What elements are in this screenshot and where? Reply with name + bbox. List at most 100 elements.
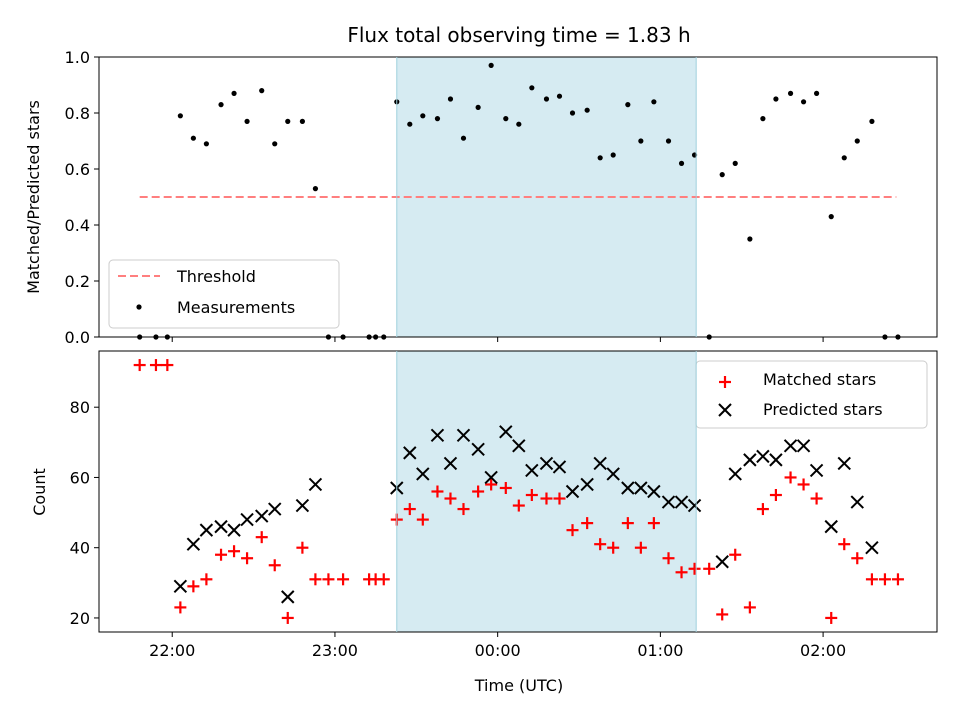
matched-stars-point — [485, 478, 498, 491]
measurements-point — [773, 96, 779, 102]
measurements-point — [625, 102, 631, 108]
measurements-point — [841, 155, 847, 161]
measurements-point — [787, 90, 794, 96]
matched-stars-point — [281, 611, 294, 624]
matched-legend-label: Matched stars — [763, 370, 876, 389]
x-tick-label: 01:00 — [637, 641, 683, 660]
counts-y-axis-label: Count — [30, 468, 49, 516]
counts-y-ticks: 20 40 60 80 — [70, 398, 99, 628]
x-tick-label: 22:00 — [149, 641, 195, 660]
matched-stars-point — [838, 538, 851, 551]
matched-stars-point — [553, 492, 566, 505]
predicted-stars-point — [456, 428, 471, 443]
measurements-legend-swatch — [136, 304, 142, 310]
measurements-point — [610, 152, 616, 158]
predicted-stars-point — [281, 590, 295, 604]
matched-stars-point — [472, 485, 485, 498]
predicted-stars-point — [499, 425, 513, 439]
measurements-point — [651, 99, 657, 105]
matched-stars-point — [133, 359, 146, 372]
matched-stars-point — [878, 573, 891, 586]
measurements-point — [597, 155, 603, 161]
matched-stars-point — [865, 573, 878, 586]
predicted-legend-label: Predicted stars — [763, 400, 883, 419]
threshold-legend-label: Threshold — [176, 267, 256, 286]
counts-legend: Matched stars Predicted stars — [695, 360, 928, 429]
measurements-point — [299, 118, 305, 124]
predicted-stars-point — [173, 579, 188, 594]
matched-stars-point — [769, 489, 782, 502]
predicted-stars-point — [268, 502, 282, 516]
predicted-stars-point — [186, 537, 201, 551]
measurements-point — [813, 90, 820, 96]
predicted-stars-point — [512, 439, 526, 453]
predicted-stars-point — [471, 442, 485, 457]
predicted-stars-point — [403, 446, 417, 460]
matched-stars-point — [594, 538, 607, 551]
matched-stars-point — [241, 552, 254, 565]
ratio-y-tick-label: 0.4 — [65, 216, 90, 235]
predicted-stars-point — [783, 439, 798, 453]
measurements-point — [203, 141, 209, 147]
ratio-y-axis-label: Matched/Predicted stars — [24, 100, 43, 294]
predicted-stars-point — [743, 453, 757, 467]
predicted-stars-point — [769, 453, 783, 467]
matched-stars-point — [647, 517, 660, 530]
measurements-point — [543, 96, 550, 102]
predicted-legend-swatch — [718, 403, 732, 417]
predicted-stars-point — [214, 519, 228, 534]
measurements-point — [218, 102, 224, 108]
measurements-point — [312, 186, 319, 192]
counts-panel: 20 40 60 80 22:00 23:00 00:00 01:00 02:00 Count… — [30, 350, 938, 695]
measurements-point — [420, 113, 426, 119]
predicted-stars-point — [824, 519, 838, 534]
predicted-stars-point — [796, 439, 811, 453]
matched-stars-point — [566, 524, 579, 537]
matched-stars-point — [309, 573, 322, 586]
measurements-point — [503, 116, 509, 122]
counts-x-ticks: 22:00 23:00 00:00 01:00 02:00 — [149, 632, 846, 660]
measurements-point — [869, 118, 875, 124]
measurements-point — [854, 138, 860, 144]
measurements-point — [407, 121, 413, 127]
predicted-stars-point — [484, 470, 498, 485]
predicted-stars-point — [606, 467, 620, 481]
matched-stars-point — [703, 562, 716, 575]
x-tick-label: 23:00 — [312, 641, 358, 660]
predicted-stars-point — [255, 509, 269, 523]
matched-stars-point — [512, 499, 525, 512]
measurements-point — [231, 90, 237, 96]
measurements-legend-label: Measurements — [177, 298, 295, 317]
counts-plot-frame — [98, 350, 938, 633]
matched-stars-point — [581, 517, 594, 530]
matched-stars-point — [215, 548, 228, 561]
matched-stars-point — [784, 471, 797, 484]
matched-stars-point — [296, 541, 309, 554]
measurements-point — [638, 138, 644, 144]
predicted-stars-point — [621, 481, 635, 495]
measurements-point — [475, 104, 481, 110]
measurements-point — [190, 135, 196, 141]
counts-y-tick-label: 80 — [70, 398, 90, 417]
matched-stars-point — [540, 492, 553, 505]
predicted-stars-point — [593, 456, 607, 471]
measurements-point — [800, 99, 807, 105]
predicted-stars-point — [295, 498, 310, 513]
measurements-point — [516, 121, 522, 127]
ratio-x-ticks — [171, 337, 824, 342]
measurements-point — [556, 93, 563, 99]
predicted-stars-point — [865, 540, 879, 555]
chart-title: Flux total observing time = 1.83 h — [347, 23, 690, 47]
matched-stars-point — [634, 541, 647, 554]
matched-stars-point — [457, 503, 470, 516]
predicted-stars-point — [565, 484, 580, 499]
matched-stars-point — [525, 489, 538, 502]
matched-stars-point — [743, 601, 756, 614]
predicted-stars-point — [430, 428, 445, 443]
predicted-stars-point — [809, 463, 824, 478]
matched-stars-point — [255, 531, 268, 544]
matched-stars-point — [851, 552, 864, 565]
measurements-point — [434, 116, 441, 122]
measurements-point — [488, 62, 494, 68]
